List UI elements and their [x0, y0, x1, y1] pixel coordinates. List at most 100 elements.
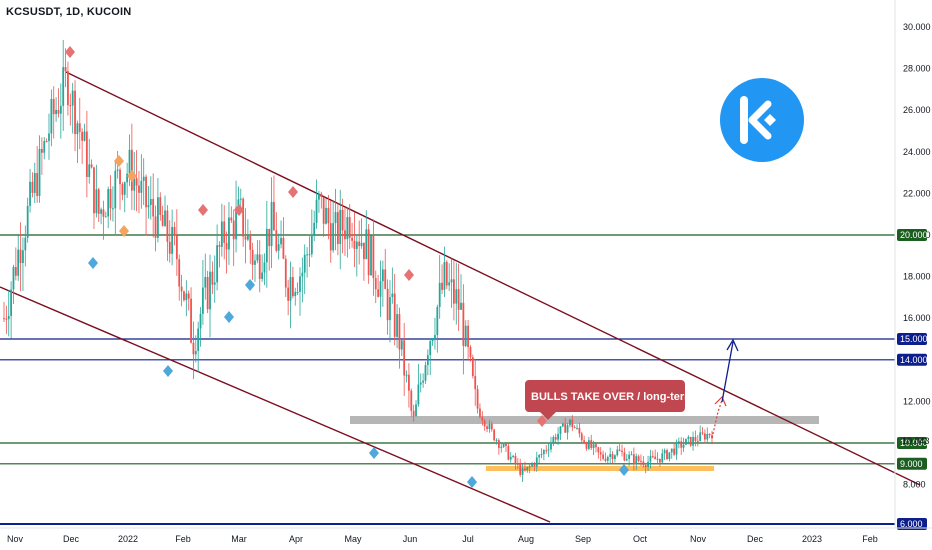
candle-body — [389, 297, 391, 321]
candle-body — [599, 452, 602, 455]
y-axis: 30.000 28.000 26.000 24.000 22.000 20.000 18.0… — [894, 0, 931, 530]
logo-circle — [720, 78, 804, 162]
candle-body — [164, 210, 166, 226]
candle-body — [261, 272, 264, 279]
candle-body — [535, 457, 538, 467]
candle-body — [403, 340, 406, 376]
candle-body — [175, 235, 178, 260]
candle-body — [445, 262, 448, 286]
x-tick-label: Mar — [231, 534, 247, 544]
y-tick-label: 18.000 — [903, 272, 931, 282]
x-tick-label: Oct — [633, 534, 648, 544]
pivot-mid-marker — [114, 155, 124, 167]
candle-body — [64, 67, 67, 72]
candle-body — [647, 461, 649, 467]
y-tick-label: 28.000 — [903, 64, 931, 74]
pivot-high-marker — [234, 204, 244, 216]
candle-body — [507, 445, 510, 460]
candle-body — [81, 131, 84, 141]
candle-body — [450, 279, 453, 283]
candle-body — [67, 71, 69, 106]
chart-title: KCSUSDT, 1D, KUCOIN — [6, 6, 132, 18]
candle-body — [294, 292, 297, 297]
candle-body — [616, 449, 619, 456]
pivot-low-marker — [224, 311, 234, 323]
candle-body — [178, 259, 181, 287]
candle-body — [441, 282, 443, 290]
candle-body — [159, 197, 162, 215]
candle-body — [569, 419, 571, 426]
candle-body — [429, 341, 432, 356]
candle-body — [381, 269, 384, 282]
x-tick-label: Jul — [462, 534, 474, 544]
candle-body — [379, 281, 382, 297]
candle-body — [275, 230, 278, 251]
candle-body — [225, 242, 228, 250]
candle-body — [666, 450, 668, 460]
pivot-low-marker — [467, 476, 477, 488]
channel-lower — [0, 286, 551, 523]
candle-body — [341, 209, 344, 231]
candle-body — [434, 335, 436, 341]
candle-body — [112, 208, 114, 210]
annotation: BULLS TAKE OVER / long-term — [525, 338, 739, 439]
candle-body — [628, 454, 631, 459]
candle-body — [564, 423, 567, 433]
candle-body — [346, 217, 349, 240]
candle-body — [166, 210, 169, 242]
pivot-high-marker — [65, 46, 75, 58]
candle-body — [194, 351, 197, 355]
level-tag-label: 9.000 — [900, 459, 923, 469]
candle-body — [471, 357, 474, 376]
level-tag — [897, 518, 927, 530]
candle-body — [649, 456, 652, 462]
candle-body — [102, 209, 105, 217]
candle-body — [474, 375, 477, 390]
candle-body — [460, 302, 462, 310]
x-tick-label: Sep — [575, 534, 591, 544]
candle-body — [173, 226, 176, 236]
candle-body — [625, 458, 628, 461]
candle-body — [708, 433, 711, 436]
candle-body — [587, 440, 590, 449]
candle-body — [512, 455, 514, 457]
candle-body — [14, 267, 17, 276]
candle-body — [74, 90, 76, 135]
candle-body — [606, 456, 609, 461]
candle-body — [663, 450, 666, 454]
candle-body — [521, 468, 524, 475]
level-tag-label: 15.000 — [900, 334, 928, 344]
candle-body — [692, 436, 694, 446]
kucoin-logo — [720, 78, 804, 162]
candle-body — [284, 258, 287, 288]
candle-body — [55, 109, 57, 115]
candle-body — [88, 164, 91, 177]
candle-body — [291, 277, 294, 297]
candle-body — [448, 282, 451, 286]
candle-body — [19, 249, 22, 264]
candle-body — [135, 178, 138, 186]
pivot-high-marker — [404, 269, 414, 281]
candle-body — [495, 440, 498, 442]
x-tick-label: Nov — [690, 534, 707, 544]
candle-body — [476, 389, 479, 409]
candle-body — [654, 456, 657, 460]
x-tick-label: Feb — [175, 534, 191, 544]
candle-body — [370, 235, 372, 276]
candle-body — [438, 282, 441, 307]
candle-body — [386, 288, 389, 321]
candle-body — [424, 365, 427, 381]
candle-body — [348, 217, 351, 238]
candle-body — [270, 201, 273, 247]
x-tick-label: Aug — [518, 534, 534, 544]
candle-body — [78, 123, 81, 132]
candle-body — [33, 173, 36, 193]
level-tag — [897, 353, 927, 366]
annotation-pointer — [540, 412, 556, 420]
candle-body — [367, 229, 370, 276]
candle-body — [566, 425, 569, 433]
pivot-high-marker — [537, 415, 547, 427]
candle-body — [249, 234, 252, 250]
candle-body — [282, 237, 285, 259]
level-tag-label: 10.000 — [900, 438, 928, 448]
